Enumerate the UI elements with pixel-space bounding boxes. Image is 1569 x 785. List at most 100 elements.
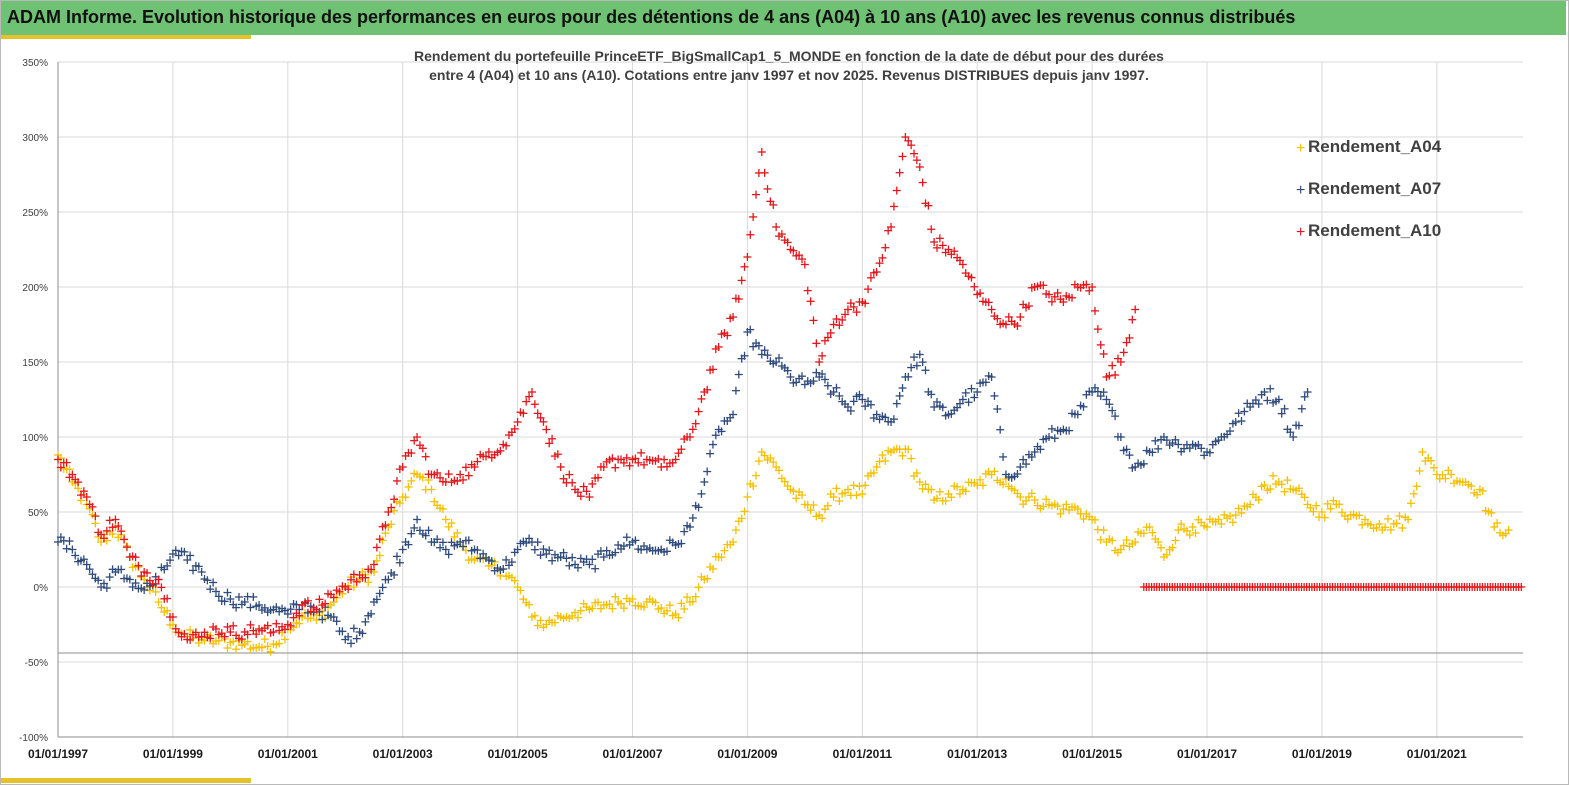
data-point-a10 <box>1085 286 1094 295</box>
data-point-a04 <box>1398 523 1407 532</box>
data-point-a04 <box>1458 478 1467 487</box>
data-point-a04 <box>1096 535 1105 544</box>
data-point-a10 <box>855 297 864 306</box>
data-point-a10 <box>522 397 531 406</box>
data-point-a10 <box>875 259 884 268</box>
data-point-a07 <box>826 390 835 399</box>
data-point-a07 <box>717 427 726 436</box>
series-rendement-a07 <box>54 325 1312 648</box>
data-point-a10 <box>246 620 255 629</box>
data-point-a04 <box>912 469 921 478</box>
data-point-a04 <box>1277 480 1286 489</box>
data-point-a10 <box>200 628 209 637</box>
data-point-a10 <box>525 392 534 401</box>
x-tick-label: 01/01/2003 <box>373 747 433 761</box>
data-point-a04 <box>654 604 663 613</box>
data-point-a07 <box>688 514 697 523</box>
data-point-a07 <box>352 634 361 643</box>
data-point-a10 <box>849 302 858 311</box>
data-point-a07 <box>930 403 939 411</box>
data-point-a04 <box>907 454 916 463</box>
data-point-a04 <box>1191 528 1200 537</box>
data-point-a04 <box>467 555 476 564</box>
data-point-a07 <box>88 570 97 579</box>
data-point-a07 <box>869 414 878 423</box>
data-point-a10 <box>895 168 904 177</box>
data-point-a07 <box>1286 428 1295 437</box>
data-point-a10 <box>433 468 442 477</box>
legend-label-a10: Rendement_A10 <box>1308 221 1441 240</box>
data-point-a07 <box>1214 436 1223 445</box>
data-point-a04 <box>668 611 677 620</box>
data-point-a04 <box>783 481 792 490</box>
data-point-a04 <box>375 551 384 560</box>
data-point-a07 <box>1297 404 1306 413</box>
data-point-a04 <box>1108 536 1117 545</box>
data-point-a07 <box>1237 417 1246 426</box>
data-point-a04 <box>151 587 160 596</box>
data-point-a10 <box>935 234 944 243</box>
data-point-a07 <box>1139 459 1148 468</box>
data-point-a10 <box>763 184 772 193</box>
data-point-a04 <box>418 473 427 482</box>
data-point-a07 <box>266 606 275 615</box>
data-point-a07 <box>775 354 784 363</box>
data-point-a10 <box>611 463 620 472</box>
data-point-a07 <box>522 539 531 548</box>
data-point-a10 <box>835 321 844 330</box>
data-point-a07 <box>338 627 347 636</box>
data-point-a10 <box>734 295 743 304</box>
data-point-a10 <box>826 328 835 337</box>
data-point-a07 <box>855 390 864 399</box>
data-point-a10 <box>1039 281 1048 290</box>
data-point-a04 <box>1168 543 1177 552</box>
data-point-a10 <box>832 315 841 324</box>
data-point-a04 <box>806 506 815 515</box>
data-point-a04 <box>1099 526 1108 535</box>
data-point-a07 <box>861 402 870 411</box>
data-point-a10 <box>157 583 166 592</box>
data-point-a10 <box>829 320 838 329</box>
data-point-a07 <box>318 615 327 624</box>
data-point-a07 <box>1108 406 1117 415</box>
data-point-a04 <box>550 618 559 627</box>
y-tick-label: 250% <box>22 208 48 219</box>
data-point-a04 <box>594 598 603 607</box>
data-point-a10 <box>151 579 160 588</box>
data-point-a10 <box>387 503 396 512</box>
data-point-a04 <box>510 576 519 585</box>
data-point-a10 <box>596 462 605 471</box>
data-point-a10 <box>263 621 272 630</box>
x-tick-label: 01/01/2015 <box>1062 747 1122 761</box>
data-point-a10 <box>958 260 967 269</box>
accent-bar-top <box>1 35 251 39</box>
data-point-a07 <box>1277 409 1286 418</box>
data-point-a10 <box>987 305 996 314</box>
data-point-a07 <box>938 403 947 412</box>
data-point-a07 <box>662 547 671 556</box>
x-tick-label: 01/01/1997 <box>28 747 88 761</box>
data-point-a04 <box>1280 487 1289 496</box>
data-point-a04 <box>1217 520 1226 528</box>
data-point-a04 <box>447 519 456 528</box>
data-point-a07 <box>1113 432 1122 441</box>
data-point-a10 <box>915 163 924 171</box>
data-point-a10 <box>1125 333 1134 342</box>
data-point-a07 <box>1162 436 1171 445</box>
data-point-a04 <box>921 480 930 489</box>
data-point-a04 <box>530 611 539 620</box>
data-point-a10 <box>539 417 548 426</box>
data-point-a04 <box>849 481 858 490</box>
data-point-a10 <box>694 407 703 416</box>
data-point-a07 <box>249 592 258 601</box>
data-point-a07 <box>105 573 114 582</box>
data-point-a04 <box>625 597 634 606</box>
data-point-a10 <box>347 575 355 584</box>
data-point-a10 <box>637 448 646 457</box>
data-point-a10 <box>143 568 152 577</box>
data-point-a07 <box>1271 397 1280 406</box>
data-point-a04 <box>872 463 881 471</box>
data-point-a10 <box>252 630 261 639</box>
data-point-a10 <box>1004 312 1013 321</box>
data-point-a07 <box>102 584 111 593</box>
